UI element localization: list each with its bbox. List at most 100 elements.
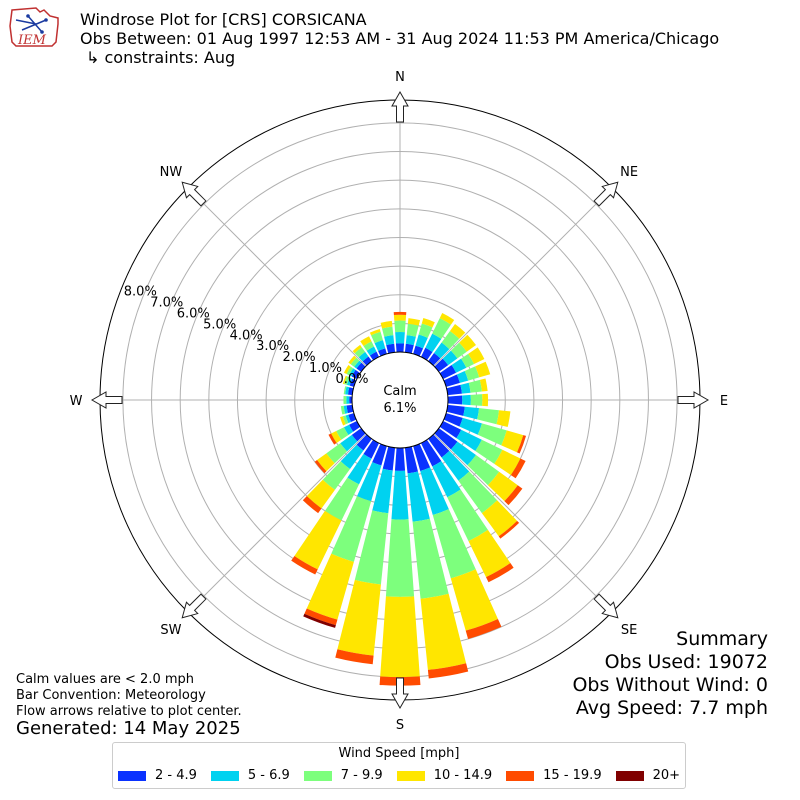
wind-bar-segment bbox=[494, 449, 521, 476]
wind-bar-segment bbox=[481, 500, 518, 537]
wind-bar-segment bbox=[336, 427, 349, 440]
wind-bar-segment bbox=[456, 371, 469, 383]
compass-label: SW bbox=[160, 623, 181, 638]
legend-item: 7 - 9.9 bbox=[303, 768, 383, 783]
grid bbox=[100, 100, 700, 700]
wind-bar-segment bbox=[418, 323, 433, 338]
wind-bar-segment bbox=[479, 378, 488, 392]
legend-swatch bbox=[303, 770, 332, 781]
wind-bar-segment bbox=[413, 443, 431, 471]
wind-bar-segment bbox=[393, 311, 407, 315]
wind-bar-segment bbox=[302, 496, 322, 514]
wind-bar-segment bbox=[351, 369, 361, 380]
wind-bar-segment bbox=[459, 334, 476, 352]
wind-bar-segment bbox=[510, 458, 526, 479]
wind-bar-segment bbox=[345, 414, 351, 424]
wind-bar-segment bbox=[317, 453, 335, 472]
wind-bar-segment bbox=[328, 433, 337, 445]
wind-bar-segment bbox=[407, 471, 430, 522]
wind-bar-segment bbox=[427, 663, 469, 679]
wind-bar-segment bbox=[404, 446, 418, 474]
wind-bar-segment bbox=[449, 324, 466, 339]
wind-bar-segment bbox=[462, 394, 471, 406]
wind-bar-segment bbox=[340, 444, 364, 470]
notes-panel: Calm values are < 2.0 mph Bar Convention… bbox=[16, 672, 242, 720]
wind-bar-segment bbox=[428, 434, 450, 458]
wind-bar-segment bbox=[357, 462, 382, 502]
wind-bar-segment bbox=[294, 510, 342, 570]
legend-label: 7 - 9.9 bbox=[340, 768, 383, 783]
wind-bar-segment bbox=[464, 366, 480, 381]
wind-bar-segment bbox=[432, 318, 451, 339]
wind-bar-segment bbox=[351, 428, 366, 442]
wind-bar-segment bbox=[380, 596, 420, 678]
wind-bar-segment bbox=[384, 335, 395, 346]
wind-bar-segment bbox=[487, 471, 518, 502]
wind-bar-segment bbox=[363, 439, 380, 459]
wind-bar-segment bbox=[428, 352, 441, 366]
wind-bar-segment bbox=[420, 593, 467, 670]
wind-bar-segment bbox=[360, 336, 372, 347]
legend: Wind Speed [mph] 2 - 4.9 5 - 6.9 7 - 9.9 10… bbox=[112, 742, 686, 789]
wind-bar-segment bbox=[356, 434, 372, 451]
radial-tick-label: 6.0% bbox=[177, 306, 210, 321]
grid-spoke bbox=[187, 433, 367, 613]
legend-label: 2 - 4.9 bbox=[154, 768, 197, 783]
wind-bar-segment bbox=[340, 405, 346, 415]
wind-bar-segment bbox=[451, 358, 467, 373]
legend-label: 10 - 14.9 bbox=[433, 768, 493, 783]
wind-bar-segment bbox=[349, 368, 356, 377]
radial-tick-label: 5.0% bbox=[203, 317, 236, 332]
generated-date: Generated: 14 May 2025 bbox=[16, 718, 241, 739]
legend-item: 10 - 14.9 bbox=[396, 768, 493, 783]
legend-item: 2 - 4.9 bbox=[117, 768, 197, 783]
legend-swatch bbox=[615, 770, 644, 781]
compass-label: NE bbox=[620, 165, 638, 180]
bars bbox=[291, 311, 527, 686]
legend-swatch bbox=[210, 770, 239, 781]
wind-bar-segment bbox=[346, 377, 353, 386]
wind-bar-segment bbox=[374, 340, 386, 351]
wind-bar-segment bbox=[343, 405, 348, 414]
constraints: ↳ constraints: Aug bbox=[86, 48, 236, 67]
wind-bar-segment bbox=[352, 344, 362, 354]
wind-bar-segment bbox=[393, 314, 407, 321]
compass-label: W bbox=[70, 394, 83, 409]
wind-bar-segment bbox=[406, 323, 419, 337]
wind-bar-segment bbox=[372, 468, 393, 514]
wind-bar-segment bbox=[420, 439, 442, 467]
compass-label: N bbox=[395, 70, 405, 85]
wind-bar-segment bbox=[348, 355, 357, 365]
compass-label: E bbox=[720, 394, 728, 409]
flow-arrow-shape bbox=[90, 391, 123, 409]
legend-label: 5 - 6.9 bbox=[247, 768, 290, 783]
wind-bar-segment bbox=[354, 347, 366, 358]
radial-tick-label: 1.0% bbox=[309, 361, 342, 376]
radial-tick-label: 4.0% bbox=[230, 328, 263, 343]
wind-bar-segment bbox=[482, 393, 489, 407]
wind-bar-segment bbox=[468, 529, 511, 578]
legend-item: 15 - 19.9 bbox=[506, 768, 602, 783]
wind-bar-segment bbox=[382, 326, 394, 337]
wind-bar-segment bbox=[413, 345, 424, 357]
flow-arrow-shape bbox=[181, 593, 207, 619]
legend-swatch bbox=[396, 770, 425, 781]
wind-bar-segment bbox=[434, 358, 449, 372]
wind-bar-segment bbox=[443, 413, 463, 427]
wind-bar-segment bbox=[354, 360, 362, 369]
wind-bar-segment bbox=[362, 356, 372, 366]
wind-bar-segment bbox=[461, 353, 475, 368]
wind-bar-segment bbox=[463, 406, 480, 420]
wind-bar-segment bbox=[441, 330, 460, 350]
legend-title: Wind Speed [mph] bbox=[338, 746, 460, 761]
radial-tick-label: 8.0% bbox=[124, 284, 157, 299]
summary-heading: Summary bbox=[676, 628, 768, 650]
wind-bar-segment bbox=[342, 415, 349, 425]
wind-bar-segment bbox=[450, 569, 498, 631]
wind-bar-segment bbox=[304, 608, 338, 626]
wind-bar-segment bbox=[421, 318, 435, 328]
wind-bar-segment bbox=[358, 351, 369, 362]
flow-arrow-icon bbox=[181, 181, 207, 207]
legend-label: 15 - 19.9 bbox=[543, 768, 602, 783]
flow-arrow-icon bbox=[677, 391, 710, 409]
